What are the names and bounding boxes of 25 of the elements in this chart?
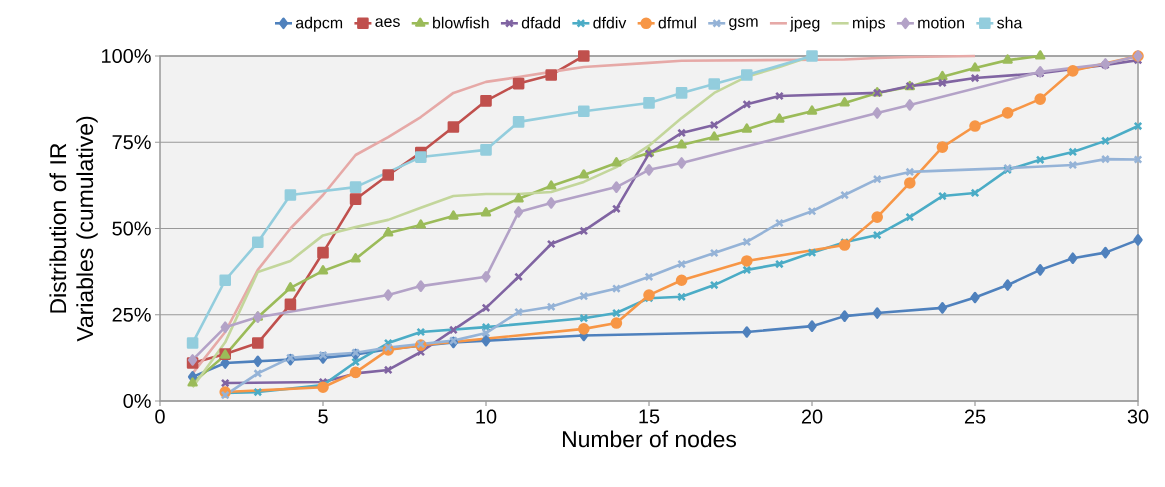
x-tick-label: 0 <box>155 409 165 424</box>
y-tick-label: 50% <box>112 221 151 236</box>
x-tick-label: 10 <box>476 409 497 424</box>
x-tick-label: 30 <box>1127 409 1149 424</box>
y-axis-title: Distribution of IR Variables (cumulative) <box>49 116 98 342</box>
y-tick-label: 100% <box>102 48 151 64</box>
legend-label: gsm <box>729 18 758 31</box>
x-tick-label: 25 <box>964 409 986 424</box>
y-tick-label: 25% <box>112 307 151 322</box>
x-tick-label: 5 <box>318 409 328 424</box>
legend-label: mips <box>853 16 886 32</box>
y-tick-label: 75% <box>112 135 151 150</box>
x-tick-label: 15 <box>639 409 660 424</box>
legend-label: motion <box>918 16 964 29</box>
x-axis-title: Number of nodes <box>562 430 737 448</box>
y-tick-label: 0% <box>123 393 151 409</box>
legend-label: aes <box>375 18 400 27</box>
legend-label: dfadd <box>521 16 561 29</box>
legend-label: dfmul <box>658 16 696 29</box>
legend-label: blowfish <box>433 16 489 29</box>
legend-label: sha <box>997 16 1023 29</box>
legend-label: dfdiv <box>593 16 627 29</box>
legend-label: adpcm <box>295 16 343 32</box>
x-tick-label: 20 <box>801 409 823 424</box>
legend-label: jpeg <box>789 16 820 32</box>
